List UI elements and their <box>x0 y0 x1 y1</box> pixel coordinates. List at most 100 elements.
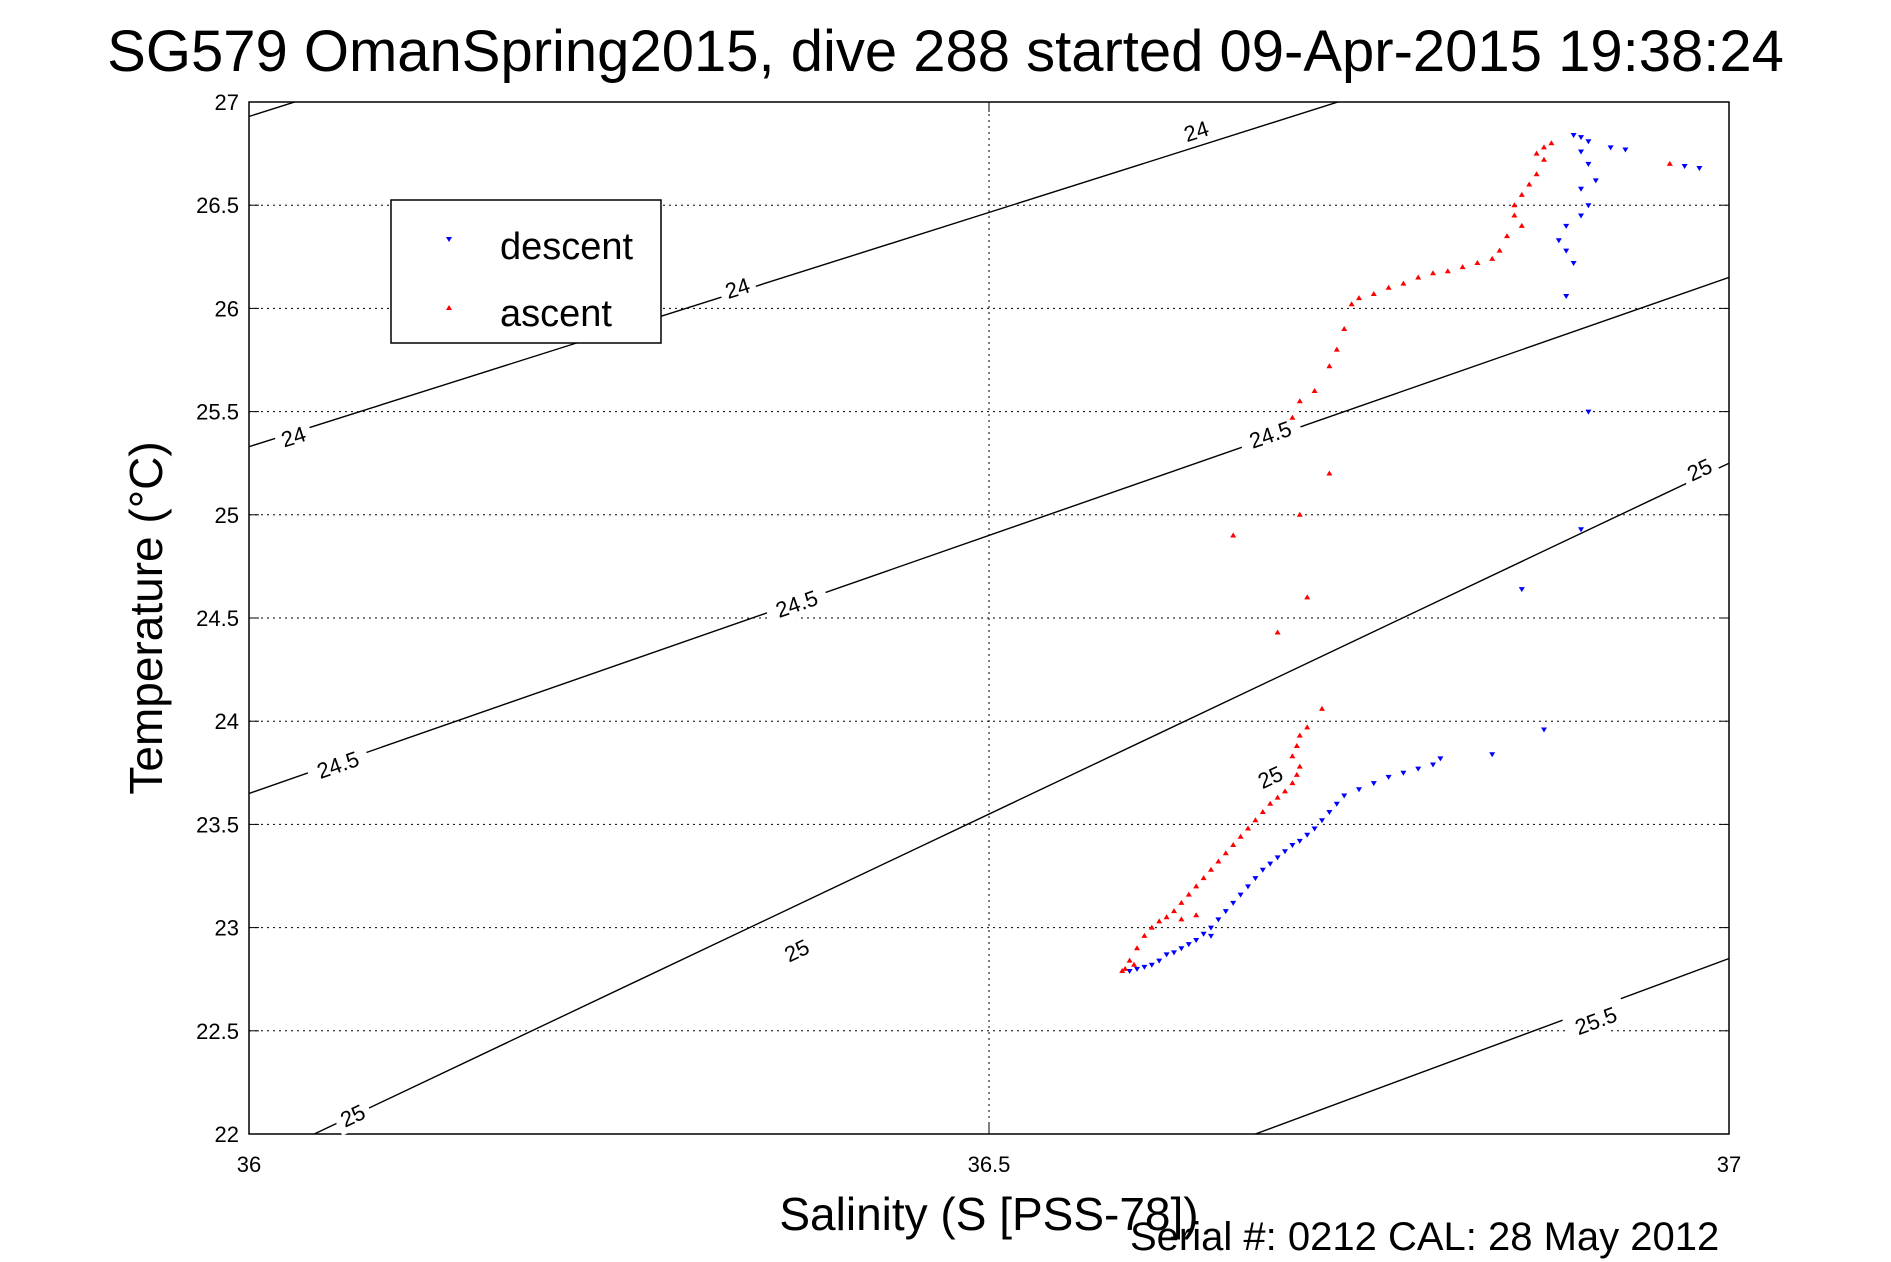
ascent-point <box>1237 833 1244 839</box>
y-tick-label: 25 <box>215 503 239 528</box>
descent-point <box>1237 892 1244 898</box>
ascent-point <box>1148 924 1155 930</box>
descent-point <box>1570 260 1577 266</box>
ascent-point <box>1533 171 1540 177</box>
descent-point <box>1437 756 1444 762</box>
ascent-point <box>1541 144 1547 150</box>
ascent-point <box>1370 290 1377 296</box>
legend: descent ascent <box>390 199 662 344</box>
ascent-point <box>1230 842 1237 848</box>
ascent-point <box>1289 780 1296 786</box>
ascent-point <box>1474 259 1481 265</box>
ascent-point <box>1222 850 1229 856</box>
descent-point <box>1156 958 1163 964</box>
descent-point <box>1585 203 1592 209</box>
contour-label-bg <box>774 929 819 971</box>
descent-point <box>1148 962 1155 968</box>
density-contours <box>249 102 1729 1134</box>
descent-point <box>1578 135 1584 141</box>
ascent-point <box>1430 270 1436 276</box>
descent-point <box>1304 832 1311 838</box>
contour-line <box>1255 957 1729 1134</box>
descent-point <box>1563 294 1570 300</box>
ascent-point <box>1356 295 1362 301</box>
ascent-point <box>1119 967 1126 973</box>
x-tick-label: 37 <box>1717 1152 1741 1177</box>
descent-point <box>1185 942 1192 948</box>
ascent-point <box>1245 825 1251 831</box>
ascent-point <box>1541 156 1547 162</box>
contour-label-bg <box>272 417 315 456</box>
y-tick-label: 27 <box>215 90 239 115</box>
ascent-point <box>1156 918 1163 924</box>
descent-point <box>1385 774 1392 780</box>
ascent-point <box>1518 222 1525 228</box>
ascent-point <box>1504 233 1510 239</box>
descent-point <box>1141 964 1148 970</box>
ascent-point <box>1252 817 1259 823</box>
descent-point <box>1319 818 1325 824</box>
ascent-point <box>1444 268 1451 274</box>
descent-point <box>1126 968 1133 974</box>
y-tick-label: 23.5 <box>196 812 239 837</box>
descent-point <box>1563 223 1570 229</box>
descent-point <box>1296 838 1303 844</box>
descent-point <box>1578 213 1584 219</box>
legend-descent-marker <box>446 237 452 242</box>
chart-title: SG579 OmanSpring2015, dive 288 started 0… <box>107 19 1784 84</box>
descent-point <box>1578 149 1584 155</box>
descent-point <box>1489 752 1496 758</box>
ascent-point <box>1400 280 1407 286</box>
descent-point <box>1245 884 1251 890</box>
ascent-point <box>1131 961 1138 967</box>
ascent-point <box>1511 212 1518 218</box>
x-tick-label: 36 <box>237 1152 261 1177</box>
data-series <box>1119 133 1703 974</box>
descent-point <box>1430 762 1436 768</box>
ascent-point <box>1666 160 1673 166</box>
ascent-point <box>1496 247 1503 253</box>
ascent-point <box>1178 899 1185 905</box>
ascent-point <box>1533 150 1540 156</box>
ascent-point <box>1163 914 1170 920</box>
y-tick-label: 22 <box>215 1122 239 1147</box>
y-tick-label: 22.5 <box>196 1019 239 1044</box>
descent-point <box>1681 163 1688 169</box>
descent-point <box>1230 900 1237 906</box>
ascent-point <box>1193 912 1200 918</box>
descent-point <box>1570 133 1577 139</box>
ascent-point <box>1134 945 1140 951</box>
ascent-point <box>1230 532 1237 538</box>
contour-label-bg <box>1174 112 1218 150</box>
ascent-point <box>1282 788 1288 794</box>
ascent-point <box>1293 742 1300 748</box>
legend-ascent-marker <box>446 305 452 310</box>
descent-point <box>1622 147 1629 153</box>
descent-point <box>1415 766 1422 772</box>
legend-descent-label: descent <box>500 226 634 268</box>
descent-point <box>1267 861 1274 867</box>
y-tick-label: 24.5 <box>196 606 239 631</box>
ascent-point <box>1193 883 1200 889</box>
ascent-point <box>1178 916 1185 922</box>
descent-point <box>1208 925 1214 931</box>
contour-line <box>249 102 297 118</box>
ascent-point <box>1385 284 1392 290</box>
x-axis-label: Salinity (S [PSS-78]) <box>779 1188 1198 1240</box>
descent-point <box>1259 867 1266 873</box>
descent-point <box>1222 909 1229 915</box>
x-tick-label: 36.5 <box>968 1152 1011 1177</box>
ascent-point <box>1259 809 1266 815</box>
ascent-point <box>1296 732 1303 738</box>
descent-point <box>1311 826 1318 832</box>
y-tick-label: 25.5 <box>196 400 239 425</box>
descent-point <box>1326 810 1333 816</box>
ascent-point <box>1341 326 1348 332</box>
descent-point <box>1282 849 1288 855</box>
legend-ascent-label: ascent <box>500 293 612 335</box>
descent-point <box>1208 933 1214 939</box>
descent-point <box>1134 966 1140 972</box>
ascent-point <box>1526 181 1533 187</box>
descent-point <box>1274 855 1281 861</box>
